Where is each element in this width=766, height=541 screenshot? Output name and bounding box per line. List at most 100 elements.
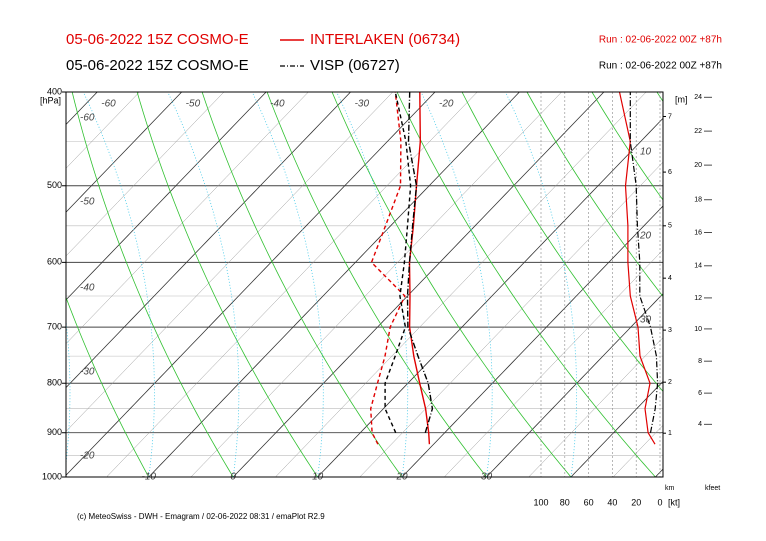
footer: (c) MeteoSwiss - DWH - Emagram / 02-06-2… [77, 512, 325, 521]
isotherm [66, 92, 351, 389]
y-tick-label: 700 [47, 322, 62, 332]
moist-adiabat [420, 92, 493, 477]
moist-adiabat [251, 92, 324, 477]
moist-adiabat [336, 92, 409, 477]
isotherm [66, 92, 393, 432]
km-label: km [665, 485, 675, 492]
wind-tick-label: 0 [657, 497, 662, 507]
kfeet-tick-label: 20 [694, 162, 702, 169]
y-tick-label: 600 [47, 257, 62, 267]
plot-frame [65, 91, 664, 478]
y-tick-label: 500 [47, 180, 62, 190]
wind-tick-label: 60 [584, 497, 594, 507]
run-label: Run : 02-06-2022 00Z +87h [599, 61, 722, 72]
isotherm [66, 92, 436, 476]
dry-adiabat [266, 92, 487, 477]
isotherm [486, 293, 663, 477]
isotherm [275, 92, 647, 477]
isotherm-label: -20 [439, 99, 454, 110]
theta-label: -30 [80, 367, 95, 378]
wind-tick-label: 40 [607, 497, 617, 507]
dry-adiabat [396, 92, 656, 477]
isotherm [232, 92, 605, 477]
km-tick-label: 2 [668, 379, 672, 386]
kfeet-tick-label: 24 [694, 94, 702, 101]
isotherm [148, 92, 520, 477]
y-tick-label: 800 [47, 378, 62, 388]
kfeet-tick-label: 10 [694, 326, 702, 333]
isotherm [317, 117, 663, 477]
isoline-label: 10 [640, 147, 652, 158]
kfeet-tick-label: 18 [694, 197, 702, 204]
kfeet-label: kfeet [705, 485, 720, 492]
y-tick-label: 400 [47, 86, 62, 96]
wind-unit: [kt] [668, 497, 680, 507]
km-tick-label: 4 [668, 275, 672, 282]
isotherm [66, 92, 309, 345]
kfeet-tick-label: 8 [698, 358, 702, 365]
wind-tick-label: 80 [560, 497, 570, 507]
dry-adiabat [591, 92, 663, 201]
kfeet-tick-label: 4 [698, 421, 702, 428]
isotherm [66, 92, 182, 213]
isotherm-label: -60 [101, 99, 116, 110]
run-label: Run : 02-06-2022 00Z +87h [599, 35, 722, 46]
temperature-line [406, 91, 434, 433]
y-axis-label: [hPa] [40, 95, 61, 105]
theta-label: -50 [80, 197, 95, 208]
moist-adiabat [66, 317, 71, 467]
dry-adiabat [526, 92, 663, 298]
wind-speed-line [618, 91, 656, 445]
isotherm [66, 92, 267, 301]
isotherm-label: -30 [355, 99, 370, 110]
isotherm [528, 337, 663, 477]
wind-tick-label: 100 [533, 497, 548, 507]
kfeet-tick-label: 14 [694, 263, 702, 270]
km-tick-label: 3 [668, 327, 672, 334]
isotherm [612, 424, 663, 477]
dry-adiabat [461, 92, 663, 392]
moist-adiabat [167, 92, 240, 477]
isoline-label: 30 [640, 315, 652, 326]
dry-adiabat [136, 92, 318, 477]
km-tick-label: 5 [668, 223, 672, 230]
moist-adiabat [505, 92, 578, 477]
km-tick-label: 6 [668, 169, 672, 176]
y-tick-label: 900 [47, 427, 62, 437]
temperature-line [408, 91, 431, 445]
isotherm [359, 161, 663, 477]
km-tick-label: 1 [668, 430, 672, 437]
km-tick-label: 7 [668, 113, 672, 120]
theta-label: -40 [80, 283, 95, 294]
isotherm-label: -40 [270, 99, 285, 110]
isotherm [106, 92, 478, 477]
height-label: [m] [675, 94, 688, 104]
dry-adiabat [201, 92, 403, 477]
isotherm [190, 92, 562, 477]
theta-label: -60 [80, 113, 95, 124]
model-label: 05-06-2022 15Z COSMO-E [66, 57, 249, 74]
isotherm [401, 205, 663, 477]
background-lines [66, 92, 663, 477]
wind-speed-line [629, 92, 659, 433]
isotherm [66, 92, 225, 257]
isotherm-label: -50 [186, 99, 201, 110]
kfeet-tick-label: 22 [694, 128, 702, 135]
isotherm [570, 380, 663, 477]
model-label: 05-06-2022 15Z COSMO-E [66, 31, 249, 48]
kfeet-tick-label: 6 [698, 390, 702, 397]
legend-label: INTERLAKEN (06734) [310, 31, 460, 48]
dry-adiabat [71, 92, 234, 477]
moist-adiabat [82, 92, 155, 477]
isotherm [444, 249, 663, 477]
y-tick-label: 1000 [42, 471, 62, 481]
theta-label: -20 [80, 451, 95, 462]
dewpoint-line [384, 91, 412, 433]
kfeet-tick-label: 12 [694, 295, 702, 302]
dry-adiabat [66, 296, 150, 477]
wind-tick-label: 20 [631, 497, 641, 507]
isoline-label: 20 [639, 231, 652, 242]
kfeet-tick-label: 16 [694, 229, 702, 236]
